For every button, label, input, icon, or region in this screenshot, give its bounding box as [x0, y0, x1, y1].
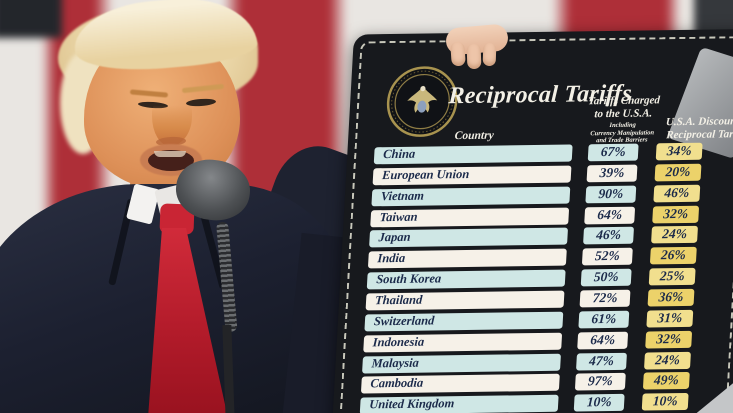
charged-cell: 46%	[583, 227, 634, 245]
country-cell: China	[373, 144, 573, 165]
country-cell: Vietnam	[371, 186, 571, 207]
discounted-column-header: U.S.A. Discounted Reciprocal Tariffs	[646, 115, 733, 143]
table-row: Thailand 72% 36%	[339, 288, 733, 311]
charged-cell: 90%	[585, 185, 637, 204]
charged-cell: 47%	[576, 352, 627, 370]
table-row: Vietnam 90% 46%	[344, 184, 733, 207]
discounted-header-line2: Reciprocal Tariffs	[665, 128, 733, 142]
country-cell: United Kingdom	[359, 394, 559, 413]
country-cell: Switzerland	[364, 311, 564, 332]
discounted-cell: 32%	[645, 330, 693, 349]
tariff-rows: China 67% 34% European Union 39% 20% Vietnam 90…	[330, 142, 733, 413]
table-row: Switzerland 61% 31%	[337, 309, 733, 332]
country-cell: European Union	[372, 165, 572, 186]
discounted-cell: 25%	[648, 267, 696, 286]
discounted-cell: 26%	[649, 247, 697, 265]
discounted-cell: 24%	[651, 226, 698, 244]
discounted-cell: 20%	[654, 163, 702, 182]
charged-cell: 61%	[578, 310, 630, 329]
country-cell: Indonesia	[363, 332, 563, 353]
discounted-cell: 34%	[655, 142, 703, 161]
finger	[482, 42, 497, 67]
board-surface: Reciprocal Tariffs Country Tariffs Charg…	[329, 28, 733, 413]
finger	[466, 43, 482, 70]
presidential-seal-icon	[386, 66, 458, 137]
table-row: India 52% 26%	[341, 246, 733, 269]
charged-cell: 72%	[579, 289, 631, 308]
table-row: South Korea 50% 25%	[340, 267, 733, 290]
table-row: Japan 46% 24%	[342, 226, 733, 249]
table-row: Indonesia 64% 32%	[336, 330, 733, 353]
discounted-cell: 46%	[653, 184, 701, 203]
table-row: United Kingdom 10% 10%	[333, 392, 733, 413]
charged-cell: 50%	[580, 268, 632, 287]
discounted-cell: 31%	[646, 309, 694, 328]
table-row: Taiwan 64% 32%	[343, 205, 733, 228]
charged-cell: 64%	[577, 331, 629, 350]
table-row: European Union 39% 20%	[346, 163, 733, 186]
discounted-header-line1: U.S.A. Discounted	[665, 115, 733, 129]
discounted-cell: 36%	[647, 288, 695, 307]
table-row: Malaysia 47% 24%	[335, 351, 733, 374]
discounted-cell: 24%	[644, 351, 691, 370]
teeth	[154, 151, 186, 157]
discounted-cell: 10%	[641, 393, 689, 411]
tariff-board: Reciprocal Tariffs Country Tariffs Charg…	[329, 28, 733, 413]
table-row: Cambodia 97% 49%	[334, 372, 733, 395]
country-cell: Japan	[369, 227, 568, 248]
country-cell: Thailand	[365, 290, 565, 311]
discounted-cell: 49%	[642, 372, 690, 390]
country-cell: South Korea	[366, 269, 566, 290]
charged-cell: 97%	[574, 373, 626, 391]
charged-cell: 39%	[586, 164, 638, 183]
charged-cell: 64%	[584, 206, 636, 224]
country-cell: Taiwan	[370, 207, 570, 227]
country-cell: Malaysia	[362, 353, 561, 373]
charged-cell: 10%	[573, 394, 625, 412]
country-cell: India	[367, 248, 567, 269]
country-cell: Cambodia	[360, 374, 560, 394]
charged-cell: 67%	[587, 143, 639, 162]
finger	[450, 41, 466, 67]
background-shadow-left	[0, 0, 62, 38]
discounted-cell: 32%	[652, 205, 700, 223]
charged-cell: 52%	[581, 247, 633, 266]
